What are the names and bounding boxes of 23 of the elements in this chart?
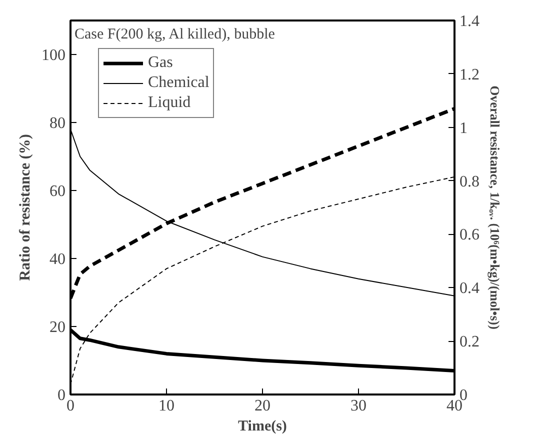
y-tick-label: 100 (42, 47, 66, 64)
y2-tick-label: 1.4 (460, 13, 480, 30)
y2-tick-label: 0.4 (460, 280, 480, 298)
y2-tick-label: 1.2 (460, 66, 480, 84)
y-axis-title: Ratio of resistance (%) (18, 134, 34, 281)
y-tick-label: 60 (50, 183, 66, 200)
y2-tick-label: 0.8 (460, 173, 480, 190)
annotation: Case F(200 kg, Al killed), bubble (74, 26, 276, 42)
x-tick-label: 20 (254, 398, 270, 414)
y-tick-label: 0 (58, 387, 66, 404)
y2-axis-title: Overall resistance, 1/kₒᵥ. (10⁶(m•kg)/(mol•s)) (488, 86, 502, 330)
legend-label: Gas (148, 54, 173, 72)
y2-tick-label: 0.6 (460, 226, 480, 244)
x-axis-title: Time(s) (238, 418, 287, 434)
y-tick-label: 40 (50, 251, 66, 268)
y-tick-label: 80 (50, 115, 66, 132)
legend-label: Liquid (148, 94, 191, 112)
x-tick-label: 10 (158, 398, 174, 414)
y-tick-label: 20 (50, 319, 66, 336)
y2-tick-label: 0.2 (460, 334, 480, 351)
legend-label: Chemical (148, 74, 210, 92)
y2-tick-label: 1 (460, 120, 468, 137)
x-tick-label: 30 (350, 398, 366, 414)
